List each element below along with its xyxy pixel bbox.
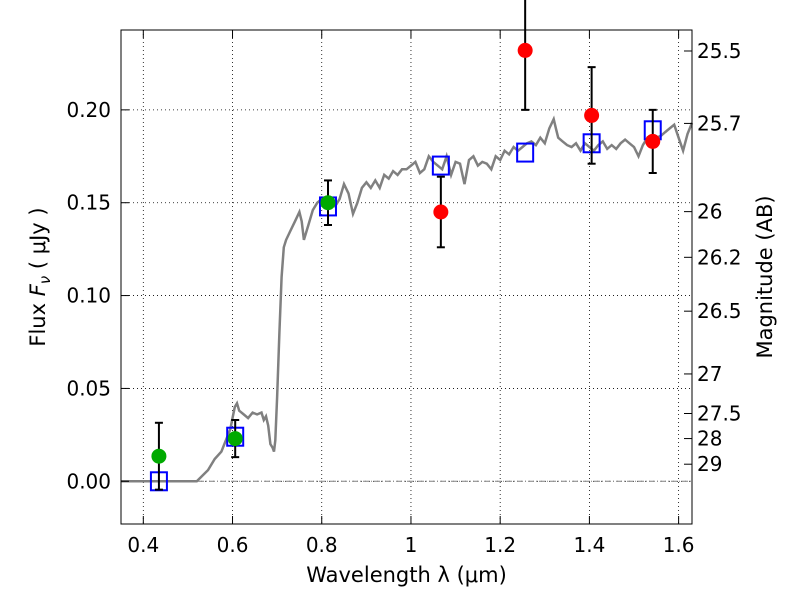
y2-tick-label: 27 <box>697 362 722 386</box>
grid <box>121 30 692 524</box>
x-tick-label: 1 <box>405 533 418 557</box>
observed-point-green <box>227 431 243 447</box>
y-tick-label: 0.00 <box>66 469 111 493</box>
y-tick-label: 0.20 <box>66 98 111 122</box>
y2-tick-label: 26.5 <box>697 299 742 323</box>
observed-point-red <box>645 133 661 149</box>
model-band-square <box>431 155 450 176</box>
x-tick-label: 1.2 <box>484 533 516 557</box>
observed-point-green <box>320 195 336 211</box>
y2-tick-label: 26.2 <box>697 245 742 269</box>
y-axis-label: Flux Fν ( μJy ) <box>26 207 54 346</box>
y-tick-label: 0.15 <box>66 191 111 215</box>
y-tick-label: 0.10 <box>66 284 111 308</box>
y2-tick-label: 25.7 <box>697 111 742 135</box>
x-tick-label: 1.4 <box>573 533 605 557</box>
axis-ticks: 0.4 0.6 0.8 1 1.2 1.4 1.6 0.00 0.05 0.10 0.15 0.20 2… <box>66 30 742 557</box>
y2-tick-label: 27.5 <box>697 402 742 426</box>
observed-point-red <box>517 42 533 58</box>
x-tick-label: 1.6 <box>663 533 695 557</box>
y2-tick-label: 25.5 <box>697 39 742 63</box>
y2-tick-label: 26 <box>697 200 722 224</box>
observed-point-green <box>151 448 167 464</box>
x-tick-label: 0.4 <box>127 533 159 557</box>
x-tick-label: 0.6 <box>217 533 249 557</box>
x-axis-label: Wavelength λ (μm) <box>306 563 507 587</box>
y2-tick-label: 28 <box>697 427 722 451</box>
x-tick-label: 0.8 <box>306 533 338 557</box>
observed-point-red <box>433 204 449 220</box>
y-tick-label: 0.05 <box>66 376 111 400</box>
model-spectrum-line <box>121 115 694 483</box>
model-band-square <box>516 142 535 163</box>
plot-frame <box>120 29 693 525</box>
y2-axis-label: Magnitude (AB) <box>753 195 777 358</box>
y2-tick-label: 29 <box>697 452 722 476</box>
observed-point-red <box>584 107 600 123</box>
data-markers <box>149 0 662 492</box>
